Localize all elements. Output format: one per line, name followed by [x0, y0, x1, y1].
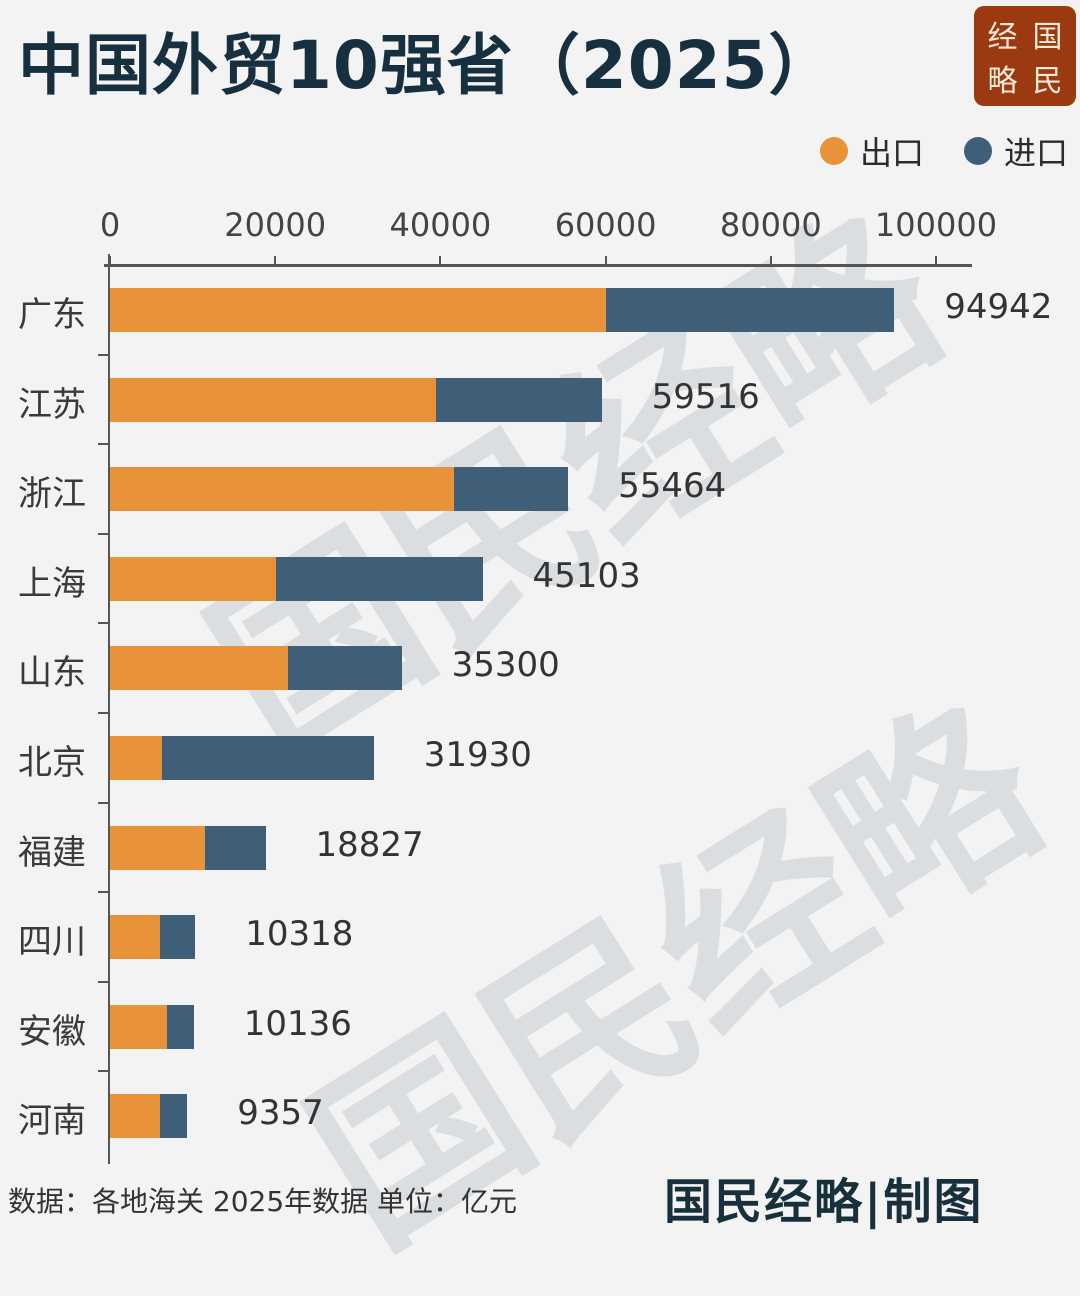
total-value-label: 59516: [651, 376, 760, 417]
export-segment: [110, 736, 163, 780]
x-tick-label: 80000: [719, 206, 822, 244]
y-axis-line: [108, 254, 110, 1164]
import-segment: [436, 377, 602, 422]
import-dot-icon: [963, 137, 992, 165]
total-value-label: 31930: [423, 735, 532, 775]
total-value-label: 35300: [451, 645, 560, 686]
stacked-bar: [110, 1004, 194, 1049]
stacked-bar: [110, 646, 402, 691]
category-label: 北京: [18, 743, 86, 783]
category-label: 浙江: [18, 474, 86, 515]
y-tick: [98, 712, 108, 714]
import-segment: [287, 646, 402, 691]
total-value-label: 9357: [237, 1093, 324, 1134]
x-axis-line: [104, 264, 972, 267]
x-tick: [109, 256, 111, 266]
category-label: 福建: [18, 832, 86, 873]
stacked-bar: [110, 556, 483, 601]
total-value-label: 10136: [243, 1003, 352, 1044]
total-value-label: 10318: [245, 914, 354, 955]
category-label: 山东: [18, 653, 86, 694]
legend-label: 出口: [859, 134, 924, 172]
total-value-label: 45103: [532, 555, 641, 596]
import-segment: [204, 825, 266, 870]
y-tick: [98, 622, 108, 625]
y-tick: [98, 980, 108, 983]
seal-char: 经: [987, 20, 1018, 55]
x-tick: [604, 256, 607, 266]
brand-credit: 国民经略|制图: [664, 1174, 984, 1230]
seal-char: 国: [1032, 20, 1063, 55]
y-tick: [98, 1070, 108, 1073]
legend: 出口 进口: [819, 128, 1068, 174]
import-segment: [159, 915, 196, 960]
total-value-label: 55464: [618, 466, 727, 507]
stacked-bar: [110, 915, 196, 960]
stacked-bar: [110, 736, 374, 780]
x-tick-label: 20000: [224, 206, 327, 244]
total-value-label: 94942: [944, 287, 1053, 327]
category-label: 江苏: [18, 384, 86, 425]
category-label: 河南: [18, 1101, 86, 1142]
legend-item-import: 进口: [963, 128, 1068, 174]
export-segment: [110, 915, 160, 960]
stacked-bar: [110, 377, 602, 422]
x-tick-label: 60000: [554, 206, 657, 244]
import-segment: [166, 1004, 194, 1049]
stacked-bar: [110, 288, 895, 332]
x-tick-label: 100000: [874, 206, 998, 244]
x-tick-label: 40000: [389, 206, 492, 244]
export-segment: [110, 377, 437, 422]
brand-seal-logo: 经 国 略 民: [974, 6, 1076, 106]
import-segment: [276, 556, 483, 601]
y-tick: [98, 891, 108, 894]
y-tick: [98, 801, 108, 804]
x-tick: [439, 256, 442, 266]
y-tick: [98, 532, 108, 535]
export-dot-icon: [819, 137, 848, 165]
category-label: 四川: [18, 922, 86, 963]
import-segment: [606, 288, 895, 332]
export-segment: [110, 1004, 167, 1049]
export-segment: [110, 825, 205, 870]
x-tick: [935, 256, 937, 266]
category-label: 上海: [18, 563, 86, 604]
stacked-bar: [110, 825, 266, 870]
legend-item-export: 出口: [819, 128, 924, 174]
x-tick: [769, 256, 772, 266]
stacked-bar: [110, 467, 569, 512]
export-segment: [110, 1094, 161, 1139]
export-segment: [110, 288, 607, 332]
seal-char: 民: [1032, 64, 1063, 99]
x-tick: [274, 256, 277, 266]
legend-label: 进口: [1003, 134, 1068, 172]
seal-char: 略: [987, 64, 1018, 99]
x-tick-label: 0: [99, 206, 121, 244]
y-tick: [98, 443, 108, 446]
chart-title: 中国外贸10强省（2025）: [18, 27, 836, 104]
stacked-bar: [110, 1094, 188, 1139]
import-segment: [162, 736, 374, 780]
export-segment: [110, 467, 455, 512]
total-value-label: 18827: [315, 824, 424, 865]
import-segment: [160, 1094, 188, 1139]
import-segment: [454, 467, 569, 512]
export-segment: [110, 556, 277, 601]
category-label: 广东: [18, 295, 86, 335]
export-segment: [110, 646, 288, 691]
category-label: 安徽: [18, 1011, 86, 1052]
source-note: 数据：各地海关 2025年数据 单位：亿元: [8, 1185, 518, 1218]
y-tick: [98, 353, 108, 356]
